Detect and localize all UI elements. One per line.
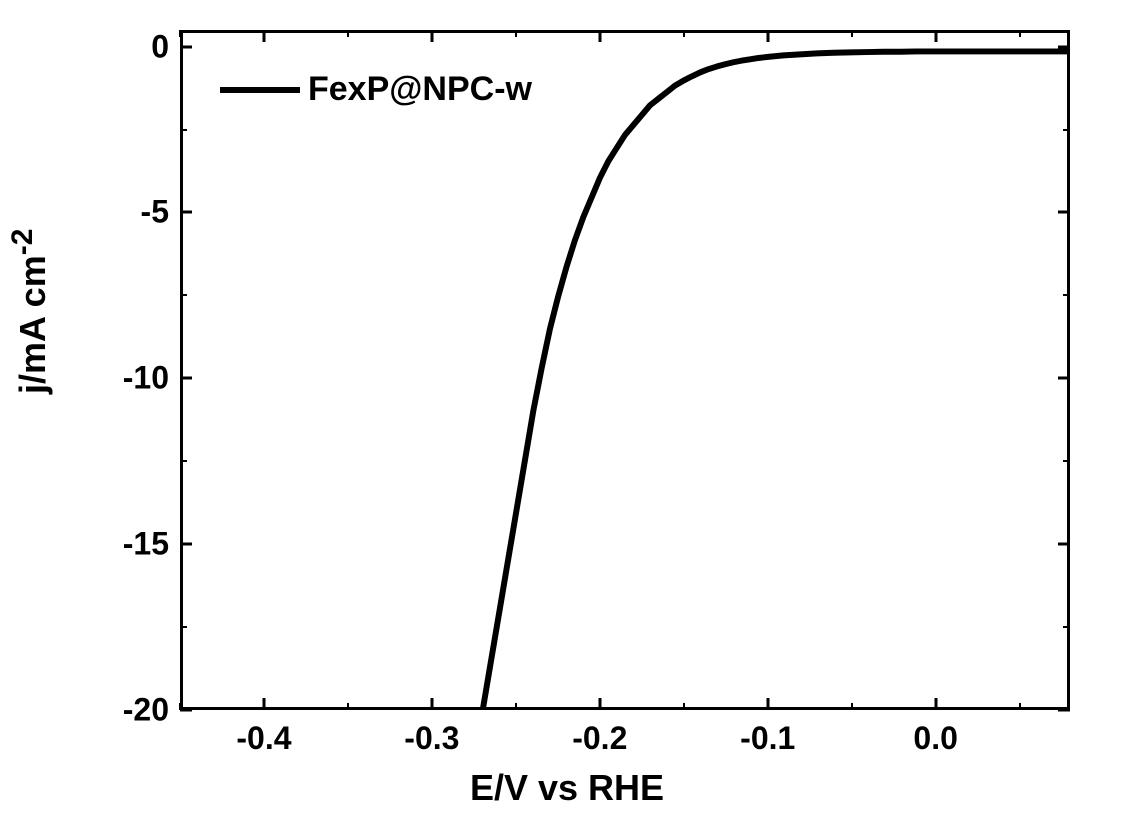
y-axis-label-text: j/mA cm [12, 255, 53, 394]
y-tick-label: -10 [123, 360, 169, 397]
x-minor-tick [851, 703, 853, 710]
data-curve [183, 33, 1067, 707]
x-minor-tick [515, 703, 517, 710]
y-minor-tick [180, 460, 187, 462]
x-tick-mark-top [430, 30, 433, 42]
x-minor-tick [179, 703, 181, 710]
y-minor-tick [180, 294, 187, 296]
y-tick-mark [180, 543, 192, 546]
y-tick-mark [180, 211, 192, 214]
x-tick-mark-top [598, 30, 601, 42]
x-tick-mark [934, 698, 937, 710]
y-tick-label: -5 [141, 194, 169, 231]
x-tick-label: -0.4 [236, 720, 291, 757]
x-minor-tick [683, 703, 685, 710]
y-tick-mark-right [1058, 377, 1070, 380]
x-minor-tick-top [1019, 30, 1021, 37]
x-tick-mark [430, 698, 433, 710]
x-minor-tick-top [851, 30, 853, 37]
y-tick-mark [180, 709, 192, 712]
x-axis-label-text: E/V vs RHE [470, 767, 664, 808]
legend-label: FexP@NPC-w [308, 70, 532, 109]
y-minor-tick-right [1063, 294, 1070, 296]
x-axis-label: E/V vs RHE [0, 767, 1134, 809]
x-tick-mark [598, 698, 601, 710]
x-tick-label: 0.0 [913, 720, 957, 757]
chart-container [180, 30, 1070, 710]
y-tick-mark-right [1058, 709, 1070, 712]
plot-area [180, 30, 1070, 710]
y-tick-label: -15 [123, 526, 169, 563]
y-tick-mark [180, 377, 192, 380]
x-minor-tick-top [347, 30, 349, 37]
y-tick-mark-right [1058, 211, 1070, 214]
y-minor-tick [180, 626, 187, 628]
x-minor-tick [1019, 703, 1021, 710]
x-tick-mark-top [262, 30, 265, 42]
x-tick-label: -0.1 [740, 720, 795, 757]
y-tick-mark [180, 45, 192, 48]
x-tick-mark-top [766, 30, 769, 42]
x-minor-tick-top [179, 30, 181, 37]
x-minor-tick-top [683, 30, 685, 37]
legend: FexP@NPC-w [220, 70, 532, 109]
x-tick-label: -0.2 [572, 720, 627, 757]
x-tick-mark [262, 698, 265, 710]
x-tick-label: -0.3 [404, 720, 459, 757]
x-minor-tick [347, 703, 349, 710]
y-axis-label: j/mA cm-2 [6, 229, 54, 394]
y-tick-mark-right [1058, 45, 1070, 48]
y-minor-tick-right [1063, 460, 1070, 462]
legend-line [220, 87, 300, 93]
x-minor-tick-top [515, 30, 517, 37]
y-minor-tick-right [1063, 129, 1070, 131]
y-tick-label: 0 [151, 28, 169, 65]
x-tick-mark [766, 698, 769, 710]
y-minor-tick [180, 129, 187, 131]
y-minor-tick-right [1063, 626, 1070, 628]
y-tick-mark-right [1058, 543, 1070, 546]
x-tick-mark-top [934, 30, 937, 42]
y-tick-label: -20 [123, 692, 169, 729]
y-axis-label-sup: -2 [6, 229, 39, 256]
